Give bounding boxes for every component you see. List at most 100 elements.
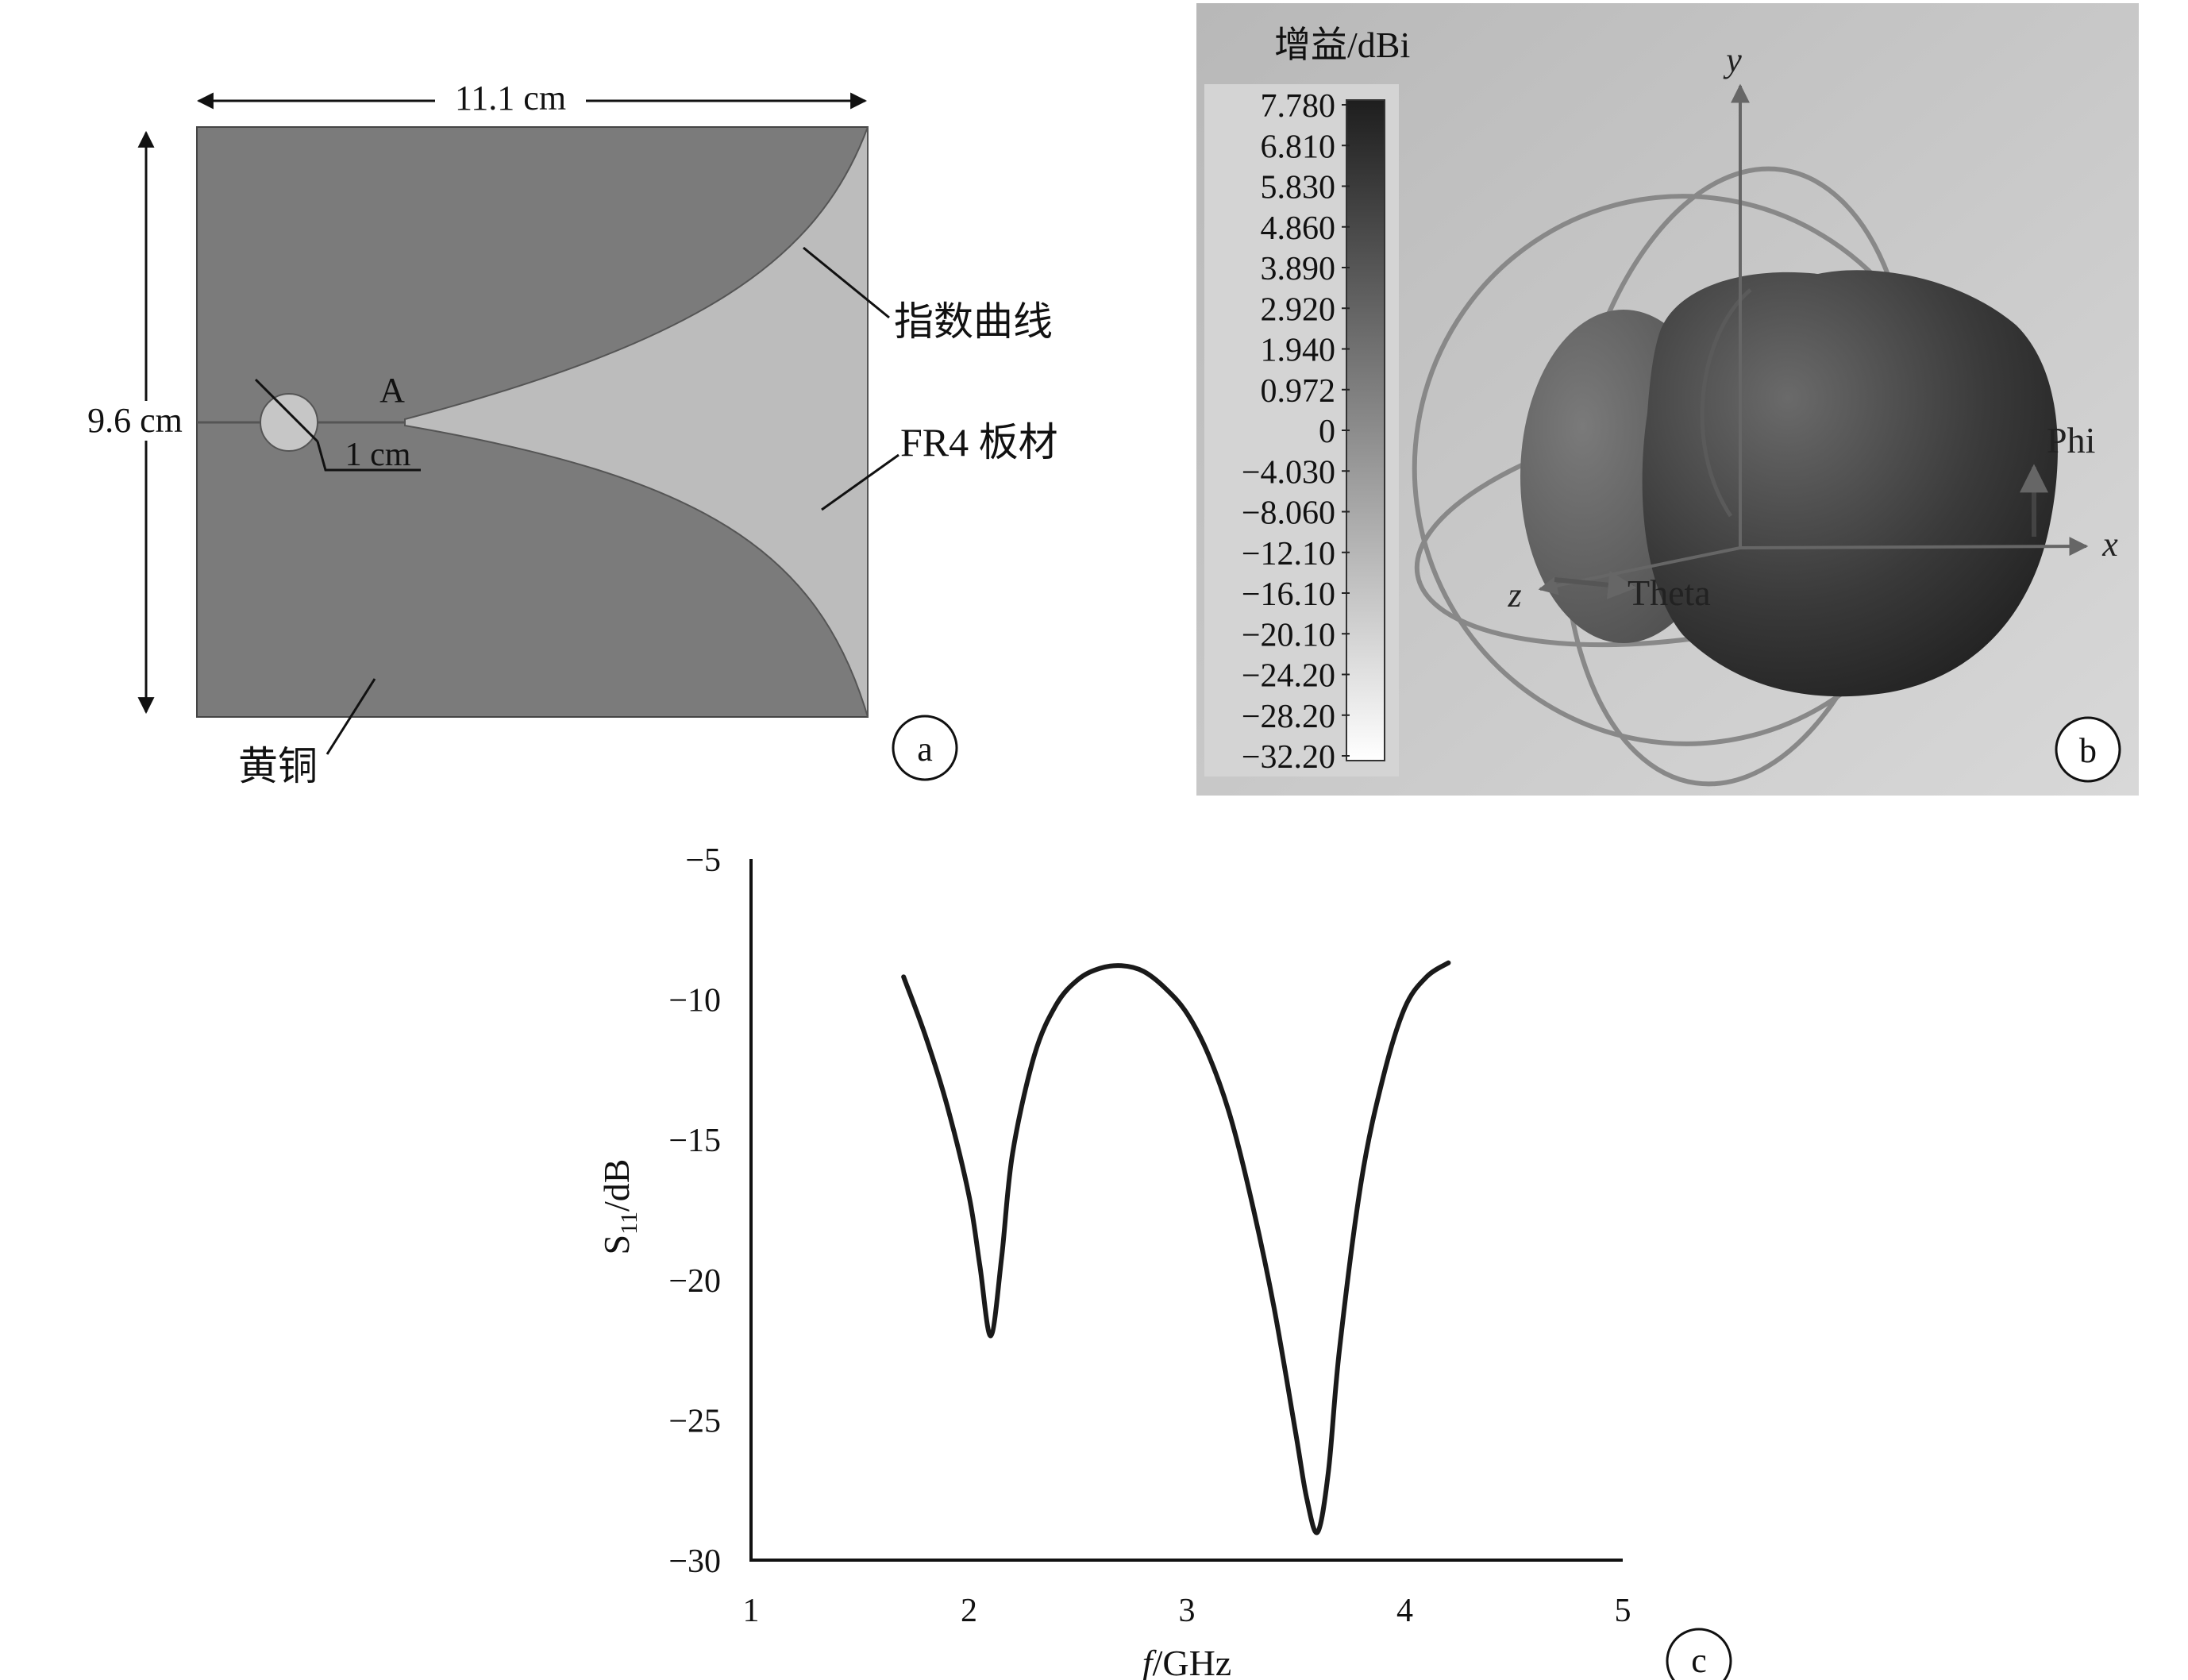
curve-label: 指数曲线 — [894, 299, 1053, 344]
x-tick-label: 1 — [743, 1593, 760, 1629]
feed-circle-diameter — [254, 378, 319, 443]
legend-tick-label: 6.810 — [1261, 129, 1336, 165]
y-tick-labels: −5 −10 −15 −20 −25 −30 — [668, 842, 721, 1580]
feed-circle — [260, 393, 318, 452]
s11-data-point — [1315, 1530, 1320, 1535]
s11-data-point — [1010, 1151, 1015, 1156]
fr4-exponential-slot — [404, 126, 869, 718]
x-tick-label: 5 — [1615, 1593, 1631, 1629]
panel-c-tag: c — [1691, 1641, 1707, 1680]
x-tick-label: 3 — [1179, 1593, 1196, 1629]
legend-tick-label: −4.030 — [1242, 454, 1335, 491]
legend-tick-label: −28.20 — [1242, 699, 1335, 735]
x-tick-labels: 1 2 3 4 5 — [743, 1593, 1631, 1629]
s11-data-point — [945, 1104, 950, 1108]
s11-data-point — [977, 1263, 982, 1268]
s11-data-point — [1250, 1201, 1254, 1206]
legend-tick-label: −16.10 — [1242, 576, 1335, 613]
s11-data-point — [1185, 1011, 1189, 1015]
brass-leader-line — [326, 678, 376, 755]
s11-data-point — [1326, 1468, 1331, 1473]
legend-tick-label: 5.830 — [1261, 170, 1336, 206]
legend-tick-label: 2.920 — [1261, 291, 1336, 328]
x-axis-label: x — [2101, 525, 2118, 564]
lobe-fold — [1700, 288, 1752, 518]
brass-label: 黄铜 — [238, 744, 318, 788]
s11-data-point — [1359, 1179, 1364, 1184]
panel-b-tag-circle — [2055, 716, 2121, 783]
s11-data-point — [1304, 1496, 1309, 1501]
s11-data-point — [1206, 1053, 1211, 1058]
legend-tick-label: 7.780 — [1261, 88, 1336, 125]
y-axis-title: S11/dB — [596, 1159, 642, 1255]
phi-label: Phi — [2047, 420, 2095, 460]
panel-b-radiation-pattern: 增益/dBi 7.780 6.810 5.830 4.860 3.890 2.920 1.9… — [1196, 3, 2139, 796]
theta-arrow — [1554, 570, 1637, 599]
curve-leader-line — [803, 246, 890, 319]
s11-data-point — [1141, 969, 1146, 973]
x-axis-title: f/GHz — [1142, 1643, 1231, 1680]
s11-data-point — [967, 1193, 971, 1198]
panel-c-s11-chart: −5 −10 −15 −20 −25 −30 1 2 3 4 5 f/GHz S11/dB c — [596, 842, 1732, 1680]
x-axis-arrow — [1739, 537, 2089, 557]
s11-data-point — [1119, 963, 1124, 968]
s11-data-point — [1424, 974, 1429, 979]
legend-tick-label: −24.20 — [1242, 658, 1335, 695]
point-a-label: A — [379, 371, 405, 410]
s11-data-point — [1403, 1005, 1407, 1010]
s11-data-points — [901, 961, 1450, 1535]
legend-tick-label: −20.10 — [1242, 617, 1335, 653]
y-tick-label: −25 — [668, 1403, 721, 1439]
panel-a-tag: a — [917, 730, 933, 769]
circle-leader-line — [316, 441, 421, 472]
s11-data-point — [1446, 961, 1450, 965]
board-leader-line — [821, 453, 899, 511]
legend-tick-label: 3.890 — [1261, 251, 1336, 287]
legend-tick-label: −32.20 — [1242, 739, 1335, 776]
legend-tick-label: 0 — [1319, 414, 1335, 450]
x-tick-label: 4 — [1396, 1593, 1413, 1629]
width-label: 11.1 cm — [455, 79, 566, 118]
s11-data-point — [1032, 1053, 1037, 1058]
s11-data-point — [1097, 966, 1102, 971]
legend-tick-label: −12.10 — [1242, 536, 1335, 572]
s11-data-point — [1076, 977, 1081, 982]
legend-tick-label: 1.940 — [1261, 333, 1336, 369]
legend-tick-labels: 7.780 6.810 5.830 4.860 3.890 2.920 1.940 0.972… — [1242, 88, 1350, 776]
panel-b-tag: b — [2079, 731, 2097, 770]
s11-data-point — [1272, 1305, 1277, 1310]
s11-data-point — [1163, 985, 1168, 990]
legend-tick-label: 4.860 — [1261, 210, 1336, 247]
y-tick-label: −15 — [668, 1123, 721, 1159]
s11-series-line — [901, 960, 1451, 1536]
main-lobe — [1642, 270, 2058, 697]
theta-label: Theta — [1628, 572, 1711, 613]
s11-data-point — [988, 1333, 993, 1338]
z-axis-label: z — [1507, 576, 1521, 615]
y-tick-label: −5 — [685, 842, 721, 879]
legend-tick-label: −8.060 — [1242, 495, 1335, 532]
height-label: 9.6 cm — [87, 401, 183, 440]
s11-data-point — [923, 1034, 928, 1038]
gain-color-scale — [1346, 99, 1385, 761]
s11-data-point — [1054, 1003, 1058, 1008]
s11-data-point — [1337, 1347, 1342, 1352]
board-label: FR4 板材 — [900, 420, 1058, 464]
gain-legend-title: 增益/dBi — [1274, 25, 1410, 65]
s11-data-point — [1293, 1431, 1298, 1436]
circle-size-label: 1 cm — [345, 437, 411, 473]
x-tick-label: 2 — [961, 1593, 977, 1629]
panel-a-tag-circle — [892, 715, 958, 781]
y-tick-label: −20 — [668, 1263, 721, 1300]
y-axis-label: y — [1723, 40, 1742, 79]
s11-data-point — [901, 974, 906, 979]
s11-data-point — [1228, 1115, 1233, 1119]
panel-c-tag-circle — [1666, 1628, 1732, 1680]
s11-data-point — [1000, 1255, 1004, 1260]
s11-data-point — [1381, 1075, 1385, 1080]
y-tick-label: −10 — [668, 983, 721, 1019]
legend-tick-label: 0.972 — [1261, 373, 1336, 410]
panel-a-antenna-layout: 11.1 cm 9.6 cm A 1 cm 指数曲线 FR4 板材 黄铜 a — [75, 79, 1058, 788]
y-tick-label: −30 — [668, 1543, 721, 1580]
